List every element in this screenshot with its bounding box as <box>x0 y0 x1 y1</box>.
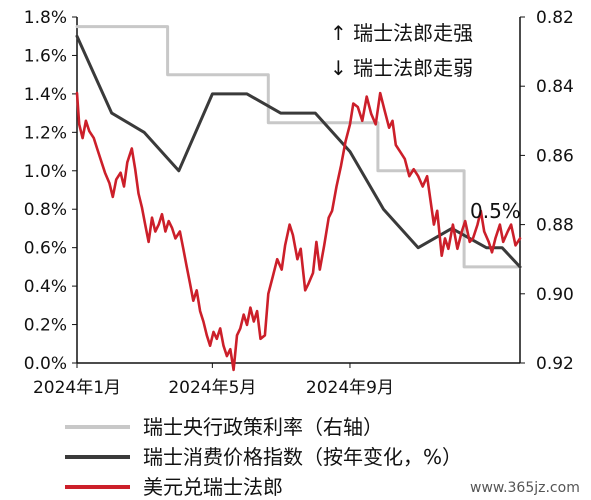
annotation-end-value: 0.5% <box>470 199 521 223</box>
left-tick-label: 0.0% <box>24 354 67 374</box>
legend-label-cpi: 瑞士消费价格指数（按年变化，%） <box>143 445 462 469</box>
annotation-chf-stronger: ↑ 瑞士法郎走强 <box>330 21 473 45</box>
left-tick-label: 1.4% <box>24 85 67 105</box>
left-axis-tick-labels: 0.0% 0.2% 0.4% 0.6% 0.8% 1.0% 1.2% 1.4% 1.6% 1.8% <box>24 8 77 374</box>
series-line-usdchf <box>75 91 522 372</box>
legend-label-usdchf: 美元兑瑞士法郎 <box>143 475 283 499</box>
x-axis-tick-labels: 2024年1月 2024年5月 2024年9月 <box>33 363 394 398</box>
right-axis-tick-labels: 0.82 0.84 0.86 0.88 0.90 0.92 <box>520 8 574 374</box>
right-tick-label: 0.86 <box>536 146 574 166</box>
axes <box>76 17 521 364</box>
right-tick-label: 0.88 <box>536 216 574 236</box>
left-tick-label: 1.8% <box>24 8 67 28</box>
left-tick-label: 0.4% <box>24 277 67 297</box>
x-tick-label: 2024年1月 <box>33 378 121 398</box>
x-tick-label: 2024年5月 <box>168 378 256 398</box>
series-line-cpi <box>75 34 522 269</box>
right-tick-label: 0.92 <box>536 354 574 374</box>
legend-label-policy-rate: 瑞士央行政策利率（右轴） <box>143 415 383 439</box>
legend: 瑞士央行政策利率（右轴） 瑞士消费价格指数（按年变化，%） 美元兑瑞士法郎 <box>65 415 462 499</box>
left-tick-label: 0.6% <box>24 239 67 259</box>
x-tick-label: 2024年9月 <box>306 378 394 398</box>
left-tick-label: 1.6% <box>24 46 67 66</box>
right-tick-label: 0.84 <box>536 77 574 97</box>
left-tick-label: 1.0% <box>24 162 67 182</box>
annotation-chf-weaker: ↓ 瑞士法郎走弱 <box>330 56 473 80</box>
left-tick-label: 0.2% <box>24 316 67 336</box>
right-tick-label: 0.82 <box>536 8 574 28</box>
series-lines <box>75 25 522 372</box>
watermark-text: www.365jz.com <box>470 480 580 496</box>
left-tick-label: 1.2% <box>24 123 67 143</box>
left-tick-label: 0.8% <box>24 200 67 220</box>
right-tick-label: 0.90 <box>536 285 574 305</box>
